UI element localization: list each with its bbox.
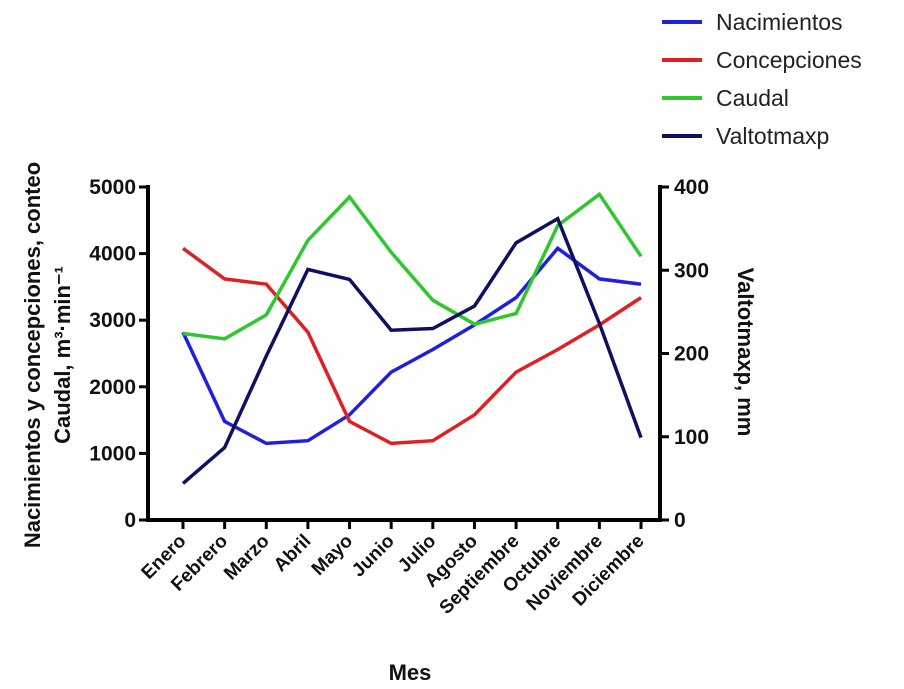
series-line-valtotmaxp [181,216,643,485]
series-lines [181,191,643,485]
right-y-axis: 0 100 200 300 400 [658,176,709,532]
legend: Nacimientos Concepciones Caudal Valtotmaxp [662,9,862,149]
left-y-axis-title-line2: Caudal, m³·min⁻¹ [50,266,75,444]
right-y-tick-label: 100 [674,426,709,449]
x-tick-label: Junio [348,531,399,582]
legend-label-caudal: Caudal [716,85,789,111]
legend-label-nacimientos: Nacimientos [716,9,843,35]
right-y-tick-label: 300 [674,259,709,282]
left-y-axis-title-line1: Nacimientos y concepciones, conteo [20,162,45,548]
x-tick-label: Marzo [220,531,274,585]
left-y-tick-label: 3000 [89,309,136,332]
left-y-tick-label: 4000 [89,243,136,266]
legend-label-concepciones: Concepciones [716,47,862,73]
right-y-axis-title: Valtotmaxp, mm [733,268,758,437]
series-line-concepciones [181,246,642,446]
left-y-tick-label: 1000 [89,442,136,465]
series-line-nacimientos [181,245,642,446]
x-axis: EneroFebreroMarzoAbrilMayoJunioJulioAgos… [138,518,662,619]
legend-label-valtotmaxp: Valtotmaxp [716,123,829,149]
left-y-tick-label: 2000 [89,376,136,399]
left-y-tick-label: 0 [124,509,136,532]
right-y-tick-label: 200 [674,343,709,366]
right-y-tick-label: 400 [674,176,709,199]
left-y-tick-label: 5000 [89,176,136,199]
right-y-tick-label: 0 [674,509,686,532]
x-tick-label: Mayo [308,531,357,580]
series-line-caudal [182,191,643,341]
x-axis-title: Mes [389,660,432,685]
x-tick-label: Abril [270,531,315,576]
left-y-axis: 0 1000 2000 3000 4000 5000 [89,176,150,532]
